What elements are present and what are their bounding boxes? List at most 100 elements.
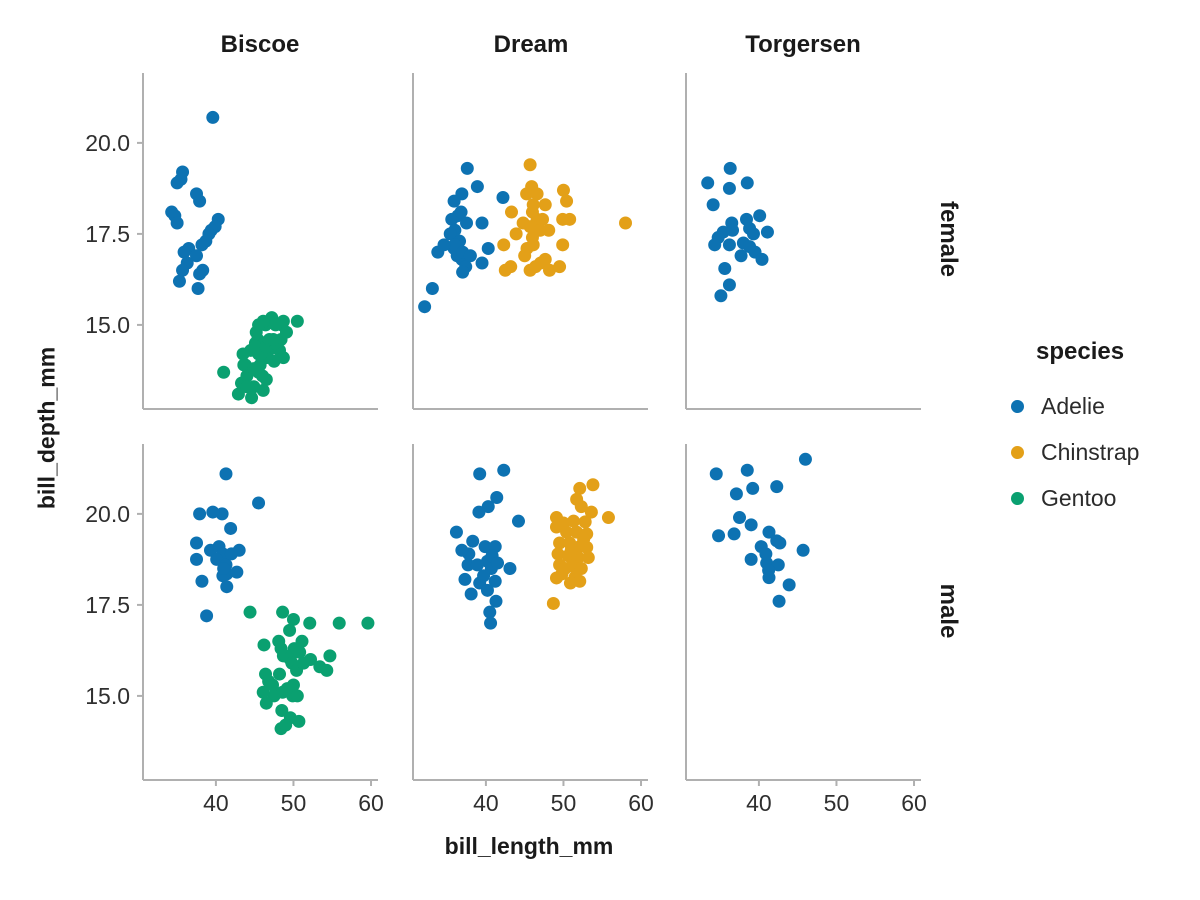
data-point-gentoo [283, 623, 297, 637]
data-point-adelie [224, 547, 238, 561]
data-point-chinstrap [553, 536, 567, 550]
data-point-adelie [473, 467, 487, 481]
data-point-adelie [760, 225, 774, 239]
data-point-chinstrap [546, 596, 560, 610]
adelie-swatch-icon [1011, 400, 1024, 413]
data-point-adelie [217, 561, 231, 575]
data-point-adelie [773, 536, 787, 550]
y-tick-label: 20.0 [85, 501, 130, 527]
panel-biscoe-male: 20.0 17.5 15.0 40 50 60 [85, 444, 384, 816]
data-point-gentoo [323, 649, 337, 663]
data-point-adelie [762, 571, 776, 585]
legend-item-adelie: Adelie [1011, 393, 1105, 420]
data-point-adelie [219, 467, 233, 481]
x-tick-label: 50 [281, 790, 307, 816]
data-point-adelie [733, 511, 747, 525]
legend-title: species [1036, 338, 1125, 365]
data-point-chinstrap [509, 227, 523, 241]
data-point-adelie [466, 534, 480, 548]
chinstrap-swatch-icon [1011, 446, 1024, 459]
data-point-adelie [772, 594, 786, 608]
data-point-chinstrap [563, 212, 577, 226]
gentoo-swatch-icon [1011, 492, 1024, 505]
data-point-adelie [193, 194, 207, 208]
data-point-gentoo [276, 605, 290, 619]
data-point-adelie [470, 558, 484, 572]
data-point-adelie [744, 552, 758, 566]
data-point-adelie [177, 245, 191, 259]
data-point-adelie [454, 205, 468, 219]
data-point-gentoo [252, 318, 266, 332]
data-point-adelie [714, 289, 728, 303]
data-point-adelie [706, 198, 720, 212]
panel-dream-female [412, 73, 648, 410]
data-point-gentoo [217, 365, 231, 379]
data-point-gentoo [240, 380, 254, 394]
panel-biscoe-female: 20.0 17.5 15.0 [85, 73, 378, 410]
data-point-gentoo [275, 703, 289, 717]
data-point-adelie [762, 525, 776, 539]
data-point-adelie [796, 543, 810, 557]
data-point-gentoo [290, 689, 304, 703]
legend-label-adelie: Adelie [1041, 393, 1105, 419]
data-point-adelie [488, 574, 502, 588]
data-point-adelie [496, 190, 510, 204]
data-point-adelie [193, 507, 207, 521]
data-point-chinstrap [551, 547, 565, 561]
data-point-adelie [755, 252, 769, 266]
panel-torgersen-female [685, 73, 921, 410]
facet-col-title-dream: Dream [493, 31, 569, 58]
data-point-adelie [463, 249, 477, 263]
data-point-chinstrap [529, 260, 543, 274]
data-point-adelie [744, 518, 758, 532]
data-point-chinstrap [523, 158, 537, 172]
data-point-gentoo [273, 667, 287, 681]
data-point-adelie [483, 605, 497, 619]
y-axis-title: bill_depth_mm [33, 346, 60, 510]
data-point-adelie [759, 547, 773, 561]
data-point-adelie [718, 261, 732, 275]
data-point-chinstrap [619, 216, 633, 230]
data-point-chinstrap [560, 194, 574, 208]
data-point-chinstrap [577, 532, 591, 546]
data-point-adelie [447, 194, 461, 208]
data-point-gentoo [290, 314, 304, 328]
data-point-adelie [190, 249, 204, 263]
data-point-chinstrap [556, 238, 570, 252]
data-point-chinstrap [560, 525, 574, 539]
data-point-adelie [445, 212, 459, 226]
data-point-adelie [220, 580, 234, 594]
data-point-adelie [190, 536, 204, 550]
data-point-chinstrap [581, 551, 595, 565]
data-point-adelie [460, 161, 474, 175]
x-tick-label: 40 [746, 790, 772, 816]
data-point-chinstrap [538, 198, 552, 212]
data-point-chinstrap [497, 238, 511, 252]
data-point-adelie [206, 110, 220, 124]
data-point-chinstrap [518, 249, 532, 263]
data-point-adelie [727, 527, 741, 541]
data-point-adelie [484, 616, 498, 630]
data-point-chinstrap [578, 515, 592, 529]
data-point-adelie [701, 176, 715, 190]
data-point-gentoo [231, 387, 245, 401]
data-point-adelie [176, 165, 190, 179]
y-tick-label: 20.0 [85, 130, 130, 156]
data-point-gentoo [279, 325, 293, 339]
data-point-adelie [753, 209, 767, 223]
data-point-adelie [460, 216, 474, 230]
data-point-gentoo [257, 638, 271, 652]
data-point-adelie [729, 487, 743, 501]
data-point-chinstrap [504, 205, 518, 219]
data-point-adelie [746, 481, 760, 495]
x-tick-label: 60 [901, 790, 927, 816]
data-point-adelie [782, 578, 796, 592]
data-point-chinstrap [520, 187, 534, 201]
data-point-adelie [726, 223, 740, 237]
data-point-adelie [497, 463, 511, 477]
data-point-adelie [470, 180, 484, 194]
data-point-adelie [770, 480, 784, 494]
data-point-chinstrap [536, 212, 550, 226]
data-point-chinstrap [523, 220, 537, 234]
panel-dream-male: 40 50 60 [412, 444, 654, 816]
